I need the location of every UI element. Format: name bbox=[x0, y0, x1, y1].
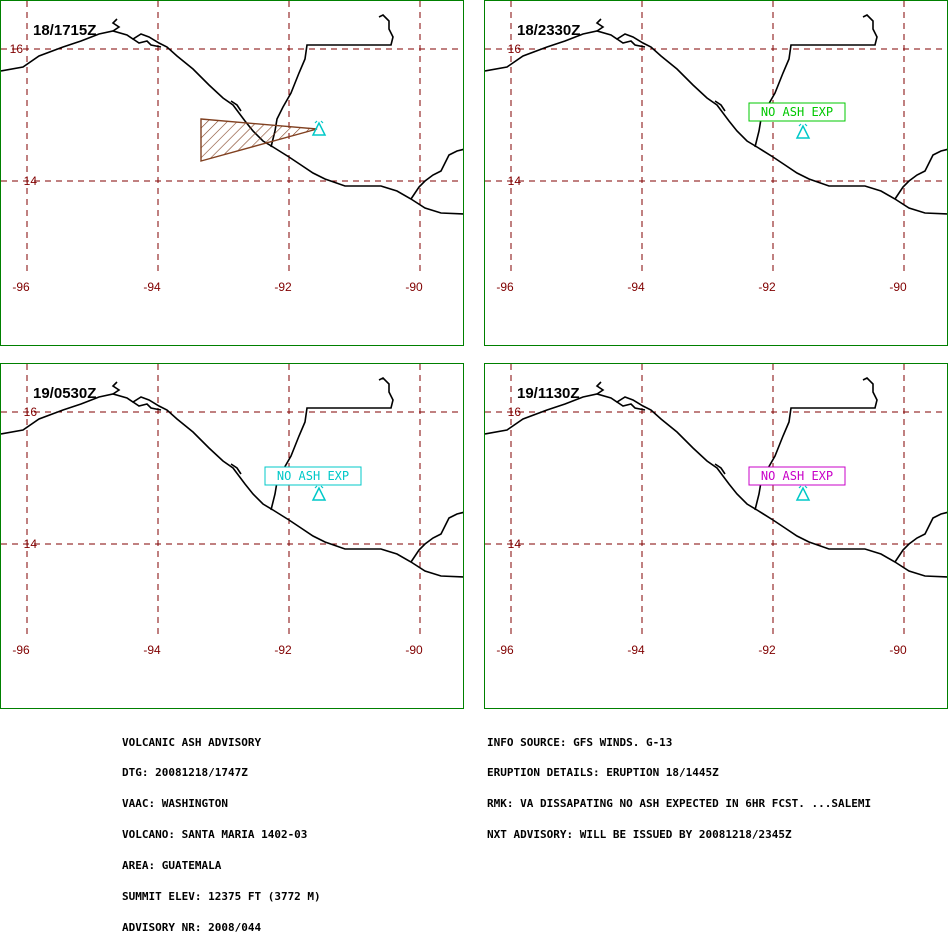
volcano-triangle-icon bbox=[311, 485, 327, 501]
forecast-panel-4: NO ASH EXP 19/1130Z 16 14 -96 -94 -92 -9… bbox=[484, 363, 948, 709]
map-panel-3: NO ASH EXP 19/0530Z 16 14 -96 -94 -92 -9… bbox=[1, 364, 463, 657]
map-panel-4: NO ASH EXP 19/1130Z 16 14 -96 -94 -92 -9… bbox=[485, 364, 947, 657]
lon-label-96: -96 bbox=[496, 643, 514, 657]
advisory-line: ERUPTION DETAILS: ERUPTION 18/1445Z bbox=[487, 766, 719, 780]
coastline bbox=[1, 14, 463, 215]
advisory-line: INFO SOURCE: GFS WINDS. G-13 bbox=[487, 735, 673, 749]
lon-label-92: -92 bbox=[758, 280, 776, 294]
coastline bbox=[485, 377, 947, 578]
volcano-triangle-icon bbox=[311, 120, 327, 136]
advisory-line: NXT ADVISORY: WILL BE ISSUED BY 20081218… bbox=[487, 828, 792, 842]
advisory-line: SUMMIT ELEV: 12375 FT (3772 M) bbox=[122, 890, 321, 904]
forecast-panel-2: NO ASH EXP 18/2330Z 16 14 -96 -94 -92 -9… bbox=[484, 0, 948, 346]
advisory-line: DTG: 20081218/1747Z bbox=[122, 766, 248, 780]
forecast-panel-3: NO ASH EXP 19/0530Z 16 14 -96 -94 -92 -9… bbox=[0, 363, 464, 709]
no-ash-label: NO ASH EXP bbox=[761, 105, 833, 119]
coastline bbox=[485, 14, 947, 215]
lon-label-96: -96 bbox=[12, 643, 30, 657]
ash-plume-region bbox=[200, 118, 318, 162]
no-ash-label: NO ASH EXP bbox=[277, 469, 349, 483]
lon-label-94: -94 bbox=[143, 280, 161, 294]
no-ash-label: NO ASH EXP bbox=[761, 469, 833, 483]
advisory-line: VOLCANIC ASH ADVISORY bbox=[122, 735, 262, 749]
lat-label-14: 14 bbox=[24, 174, 38, 188]
lon-label-92: -92 bbox=[274, 280, 292, 294]
lon-label-96: -96 bbox=[12, 280, 30, 294]
map-panel-1: 18/1715Z 16 14 -96 -94 -92 -90 bbox=[1, 1, 463, 294]
lat-label-14: 14 bbox=[508, 174, 522, 188]
advisory-line: VAAC: WASHINGTON bbox=[122, 797, 228, 811]
lon-label-92: -92 bbox=[274, 643, 292, 657]
lon-label-90: -90 bbox=[405, 643, 423, 657]
no-ash-label-box: NO ASH EXP bbox=[748, 466, 846, 486]
advisory-line: ADVISORY NR: 2008/044 bbox=[122, 920, 262, 934]
volcano-triangle-icon bbox=[795, 485, 811, 501]
volcano-triangle-icon bbox=[795, 123, 811, 139]
lon-label-94: -94 bbox=[627, 643, 645, 657]
grid-lines bbox=[485, 1, 947, 271]
valid-time-label: 19/1130Z bbox=[517, 385, 580, 402]
lon-label-90: -90 bbox=[889, 280, 907, 294]
lon-label-92: -92 bbox=[758, 643, 776, 657]
no-ash-label-box: NO ASH EXP bbox=[264, 466, 362, 486]
advisory-info-right: INFO SOURCE: GFS WINDS. G-13 ERUPTION DE… bbox=[487, 717, 871, 851]
no-ash-label-box: NO ASH EXP bbox=[748, 102, 846, 122]
coastline bbox=[1, 377, 463, 578]
lat-label-16: 16 bbox=[508, 42, 522, 56]
lon-label-90: -90 bbox=[889, 643, 907, 657]
valid-time-label: 18/1715Z bbox=[33, 22, 96, 39]
advisory-line: RMK: VA DISSAPATING NO ASH EXPECTED IN 6… bbox=[487, 797, 872, 811]
valid-time-label: 19/0530Z bbox=[33, 385, 96, 402]
advisory-info-left: VOLCANIC ASH ADVISORY DTG: 20081218/1747… bbox=[122, 717, 321, 944]
grid-lines bbox=[1, 364, 463, 634]
lon-label-94: -94 bbox=[143, 643, 161, 657]
lat-label-14: 14 bbox=[508, 537, 522, 551]
lat-label-16: 16 bbox=[10, 42, 24, 56]
advisory-line: AREA: GUATEMALA bbox=[122, 859, 222, 873]
grid-lines bbox=[485, 364, 947, 634]
advisory-line: VOLCANO: SANTA MARIA 1402-03 bbox=[122, 828, 308, 842]
lat-label-16: 16 bbox=[24, 405, 38, 419]
valid-time-label: 18/2330Z bbox=[517, 22, 580, 39]
lon-label-90: -90 bbox=[405, 280, 423, 294]
lon-label-96: -96 bbox=[496, 280, 514, 294]
lat-label-16: 16 bbox=[508, 405, 522, 419]
forecast-panel-1: 18/1715Z 16 14 -96 -94 -92 -90 bbox=[0, 0, 464, 346]
lat-label-14: 14 bbox=[24, 537, 38, 551]
lon-label-94: -94 bbox=[627, 280, 645, 294]
map-panel-2: NO ASH EXP 18/2330Z 16 14 -96 -94 -92 -9… bbox=[485, 1, 947, 294]
